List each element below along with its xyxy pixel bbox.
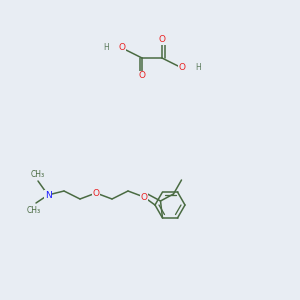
Text: H: H (103, 44, 109, 52)
Text: O: O (139, 71, 145, 80)
Text: O: O (118, 44, 125, 52)
Text: O: O (92, 188, 100, 197)
Text: O: O (140, 193, 148, 202)
Text: H: H (195, 64, 201, 73)
Text: N: N (45, 190, 51, 200)
Text: CH₃: CH₃ (31, 170, 45, 179)
Text: CH₃: CH₃ (27, 206, 41, 215)
Text: O: O (158, 35, 166, 44)
Text: O: O (178, 64, 185, 73)
